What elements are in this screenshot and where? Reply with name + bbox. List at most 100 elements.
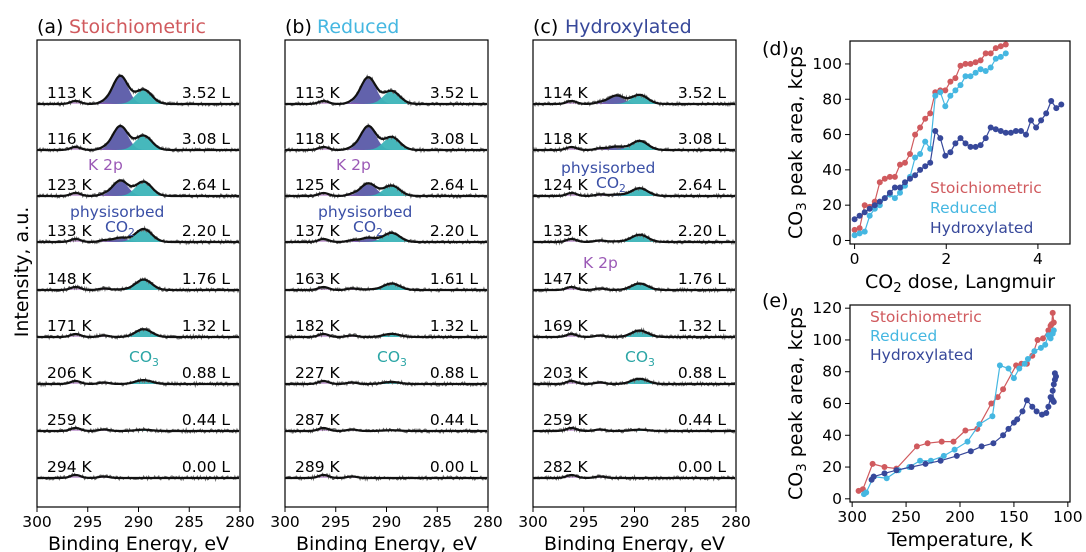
dose-label: 0.88 L [430,364,478,382]
temperature-label: 206 K [47,364,93,382]
data-point [1010,375,1017,382]
data-point [932,128,939,134]
data-point [1047,335,1054,342]
k2p-peak-fill [37,239,240,242]
co2-annotation: CO2 [353,218,383,239]
data-point [1053,105,1060,112]
dose-label: 3.08 L [678,130,726,148]
data-point [1042,341,1049,348]
data-point [957,82,964,89]
spectrum-row: 123 K 2.64 L [36,176,240,200]
data-point [1053,373,1059,380]
temperature-label: 169 K [543,317,589,335]
k2p-peak-fill [285,381,488,384]
y-axis-label: CO3 peak area, kcps [785,46,810,239]
temperature-label: 259 K [543,411,589,429]
dose-label: 2.20 L [678,222,726,240]
data-point [952,75,959,82]
dose-label: 3.52 L [678,84,726,102]
x-tick-label: 285 [422,513,452,531]
data-point [886,173,893,180]
spectrum-row: 203 K 0.88 L [532,364,736,388]
data-point [992,126,999,133]
data-point [1019,408,1026,415]
x-tick-label: 295 [569,513,599,531]
k2p-peak-fill [285,334,488,337]
data-point [1038,117,1045,124]
k2p-peak-fill [533,475,736,478]
temperature-label: 113 K [295,84,341,102]
legend-entry: Stoichiometric [870,308,982,326]
data-point [1012,128,1019,134]
fit-envelope [285,231,487,244]
data-point [871,202,878,209]
spectrum-row: 125 K 2.64 L [284,176,488,199]
spectrum-row: 294 K 0.00 L [36,458,240,483]
k2p-annotation: K 2p [336,156,371,174]
k2p-peak-fill [37,475,240,478]
spectrum-row: 287 K 0.44 L [284,411,488,435]
y-tick-label: 120 [812,299,842,317]
data-point [972,59,979,66]
x-tick-label: 100 [1053,508,1083,526]
data-point [1048,98,1055,104]
fit-envelope [533,233,735,244]
data-point [950,438,957,445]
data-point [988,400,995,407]
data-point [964,438,971,445]
data-point [861,209,868,216]
data-point [947,78,954,85]
fit-envelope [533,329,735,339]
data-point [1007,129,1014,136]
panel-letter: (c) [533,16,558,38]
y-tick-label: 40 [822,426,842,444]
data-point [924,440,931,447]
data-point [989,413,996,420]
x-tick-label: 2 [941,250,951,268]
data-point [891,173,898,180]
dose-label: 1.32 L [182,317,230,335]
data-point [861,202,868,209]
data-point [886,189,893,196]
dose-label: 0.00 L [430,458,478,476]
data-point [1050,327,1057,334]
data-point [1018,128,1024,134]
fit-envelope [285,426,487,433]
fit-envelope [285,332,487,339]
series-line [871,373,1057,481]
k2p-peak-fill [285,428,488,431]
spectrum-row: 147 K 1.76 L [532,270,736,294]
data-point [932,92,939,99]
co3-peak-fill [533,140,736,150]
dose-label: 1.61 L [430,270,478,288]
spectrum-row: 148 K 1.76 L [36,270,240,294]
dose-label: 0.88 L [678,364,726,382]
data-point [876,198,883,205]
temperature-label: 294 K [47,458,93,476]
co3-annotation: CO3 [625,348,655,369]
fit-envelope [533,426,735,433]
data-point [982,135,989,142]
legend-entry: Reduced [870,327,937,345]
co2-annotation: CO2 [596,174,626,195]
data-point [987,64,994,71]
dose-label: 3.08 L [430,130,478,148]
data-point [922,163,929,170]
dose-label: 2.20 L [430,222,478,240]
legend-entry: Hydroxylated [870,346,973,364]
data-point [876,179,883,186]
co3-peak-fill [533,234,736,242]
y-tick-label: 60 [822,395,842,413]
k2p-peak-fill [37,381,240,384]
data-point [1031,348,1038,355]
data-point [902,159,908,166]
k2p-peak-fill [533,381,736,384]
data-point [922,460,929,467]
dose-label: 0.44 L [678,411,726,429]
legend-entry: Stoichiometric [930,179,1042,197]
physisorbed-annotation: physisorbed [70,203,164,221]
data-point [953,452,960,459]
data-point [897,189,903,196]
spectrum-row: 282 K 0.00 L [532,458,736,482]
